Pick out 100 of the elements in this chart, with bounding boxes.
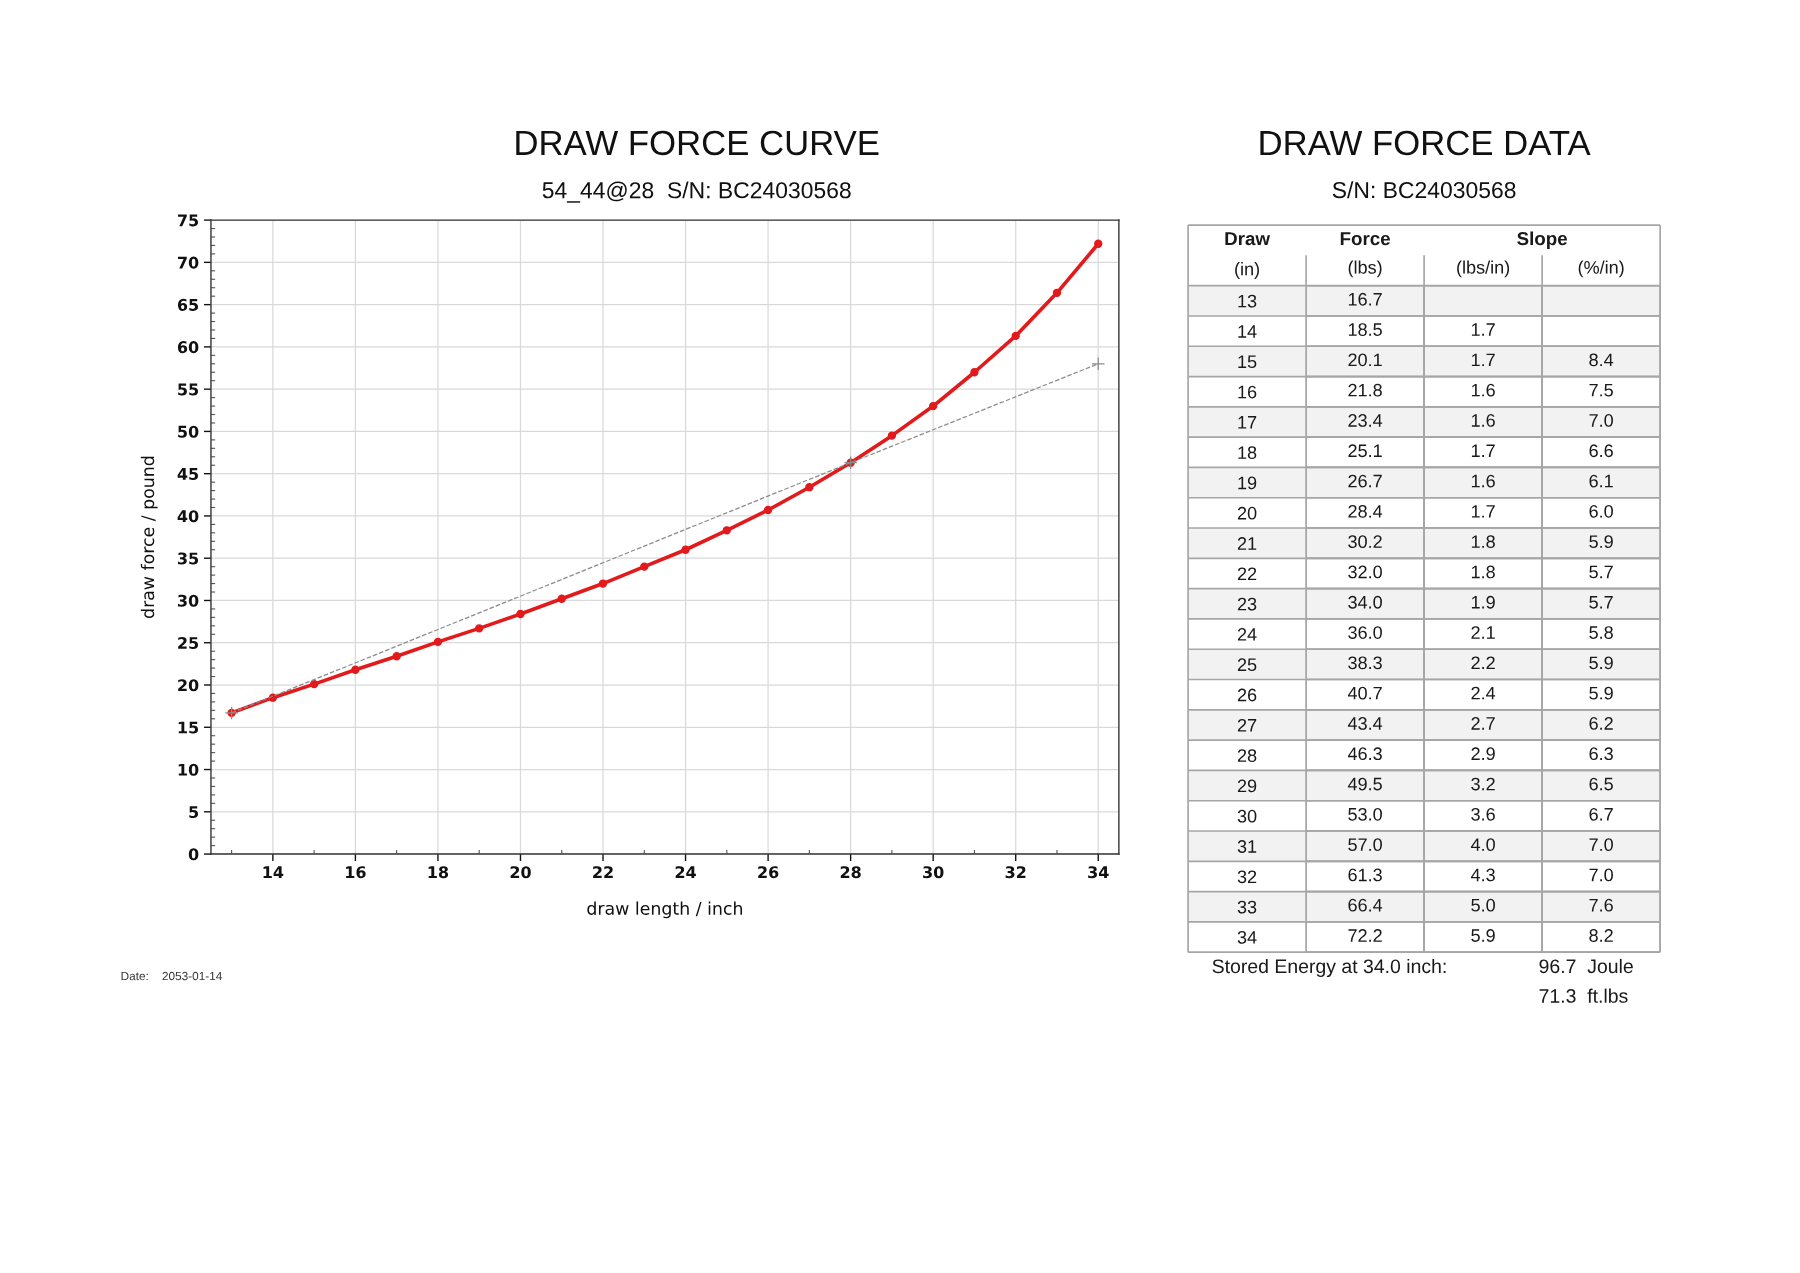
data-label: 4.3 — [1470, 868, 1495, 882]
data-label: 38.3 — [1348, 656, 1382, 670]
y-tick-label: 15 — [1238, 355, 1257, 369]
y-tick-label: 14 — [1238, 325, 1257, 338]
data-label: 46.3 — [1347, 747, 1382, 761]
x-tick-label: 32 — [1005, 866, 1026, 879]
data-label: 4.0 — [1470, 838, 1495, 852]
data-label: 5.9 — [1589, 686, 1613, 700]
data-label: 18.5 — [1348, 323, 1382, 336]
data-label: 6.7 — [1589, 807, 1613, 821]
chart-title: DRAW FORCE CURVE — [516, 130, 879, 156]
data-label: 2.1 — [1471, 626, 1495, 639]
y-tick-label: 35 — [178, 552, 199, 565]
data-label: 5.8 — [1589, 626, 1613, 639]
data-label: 6.3 — [1589, 747, 1613, 761]
y-axis-title: draw force / pound — [140, 456, 158, 619]
data-label: 1.7 — [1471, 353, 1495, 367]
chart-subtitle: 54_44@28 S/N: BC24030568 — [542, 181, 851, 203]
x-tick-label: (%/in) — [1578, 260, 1624, 278]
data-label: 3.2 — [1471, 777, 1495, 791]
text: 71.3 ft.lbs — [1539, 988, 1628, 1003]
x-tick-label: (lbs) — [1348, 260, 1382, 278]
y-tick-label: 16 — [1238, 385, 1257, 399]
data-label: 1.8 — [1471, 535, 1495, 549]
x-tick-label: (lbs/in) — [1457, 260, 1510, 278]
data-label: 5.7 — [1589, 596, 1613, 609]
y-tick-label: 50 — [178, 425, 199, 438]
data-label: 5.0 — [1471, 898, 1495, 912]
data-label: 5.9 — [1589, 535, 1613, 549]
data-label: 66.4 — [1348, 898, 1383, 912]
y-tick-label: 19 — [1238, 476, 1257, 490]
y-tick-label: 25 — [1237, 658, 1257, 672]
text: Draw — [1225, 232, 1271, 246]
y-tick-label: 30 — [1237, 809, 1257, 823]
x-tick-label: 20 — [510, 866, 531, 879]
data-label: 7.0 — [1589, 838, 1613, 852]
x-tick-label: 18 — [428, 866, 449, 879]
y-tick-label: 65 — [177, 298, 199, 311]
data-label: 32.0 — [1348, 565, 1382, 579]
data-label: 25.1 — [1348, 444, 1382, 458]
data-label: 49.5 — [1347, 777, 1382, 791]
y-tick-label: 60 — [177, 341, 199, 354]
x-tick-label: 22 — [593, 866, 613, 878]
data-label: 2.4 — [1471, 686, 1496, 700]
y-tick-label: 45 — [177, 468, 199, 480]
y-tick-label: 15 — [178, 721, 199, 734]
data-label: 28.4 — [1348, 504, 1383, 518]
y-tick-label: 30 — [178, 594, 199, 607]
data-label: 34.0 — [1348, 595, 1382, 609]
text: 96.7 Joule — [1539, 958, 1633, 974]
x-tick-label: 30 — [923, 866, 944, 879]
y-tick-label: 23 — [1237, 597, 1257, 611]
y-tick-label: 22 — [1237, 567, 1257, 581]
y-tick-label: 29 — [1237, 779, 1257, 793]
data-label: 26.7 — [1348, 474, 1382, 488]
x-axis-title: draw length / inch — [587, 901, 743, 919]
data-label: 1.7 — [1471, 444, 1495, 457]
x-tick-label: 28 — [840, 866, 861, 879]
data-label: 6.0 — [1589, 504, 1613, 518]
y-tick-label: 40 — [177, 510, 199, 523]
x-tick-label: 16 — [346, 866, 366, 879]
chart-subtitle: S/N: BC24030568 — [1332, 181, 1516, 199]
y-tick-label: 34 — [1237, 930, 1257, 944]
x-tick-label: 24 — [675, 866, 696, 878]
text: Stored Energy at 34.0 inch: — [1212, 958, 1446, 978]
text: Slope — [1517, 231, 1568, 249]
data-label: 43.4 — [1347, 717, 1383, 730]
y-tick-label: 75 — [178, 214, 199, 227]
y-tick-label: 55 — [178, 383, 199, 396]
chart-title: DRAW FORCE DATA — [1260, 130, 1591, 156]
data-label: 2.9 — [1471, 747, 1495, 761]
data-label: 7.5 — [1589, 383, 1613, 397]
data-label: 1.8 — [1471, 565, 1495, 579]
data-label: 6.5 — [1589, 777, 1613, 791]
data-label: 2.2 — [1471, 656, 1495, 670]
data-label: 1.7 — [1471, 505, 1495, 518]
data-label: 1.6 — [1471, 474, 1495, 488]
data-label: 1.9 — [1471, 595, 1495, 609]
data-label: 1.6 — [1471, 414, 1495, 427]
data-label: 1.6 — [1471, 383, 1495, 397]
y-tick-label: 18 — [1238, 446, 1257, 460]
y-tick-label: 5 — [189, 806, 199, 819]
data-label: 1.7 — [1471, 323, 1495, 336]
y-tick-label: 28 — [1237, 749, 1257, 762]
y-tick-label: 13 — [1238, 294, 1257, 308]
y-tick-label: 27 — [1237, 718, 1257, 732]
y-tick-label: 20 — [178, 679, 199, 692]
text: (in) — [1235, 262, 1259, 279]
data-label: 5.9 — [1589, 656, 1613, 670]
data-label: 6.6 — [1589, 444, 1613, 458]
data-label: 5.7 — [1589, 565, 1613, 579]
data-label: 30.2 — [1348, 535, 1382, 549]
y-tick-label: 31 — [1237, 840, 1257, 853]
data-label: 7.6 — [1589, 898, 1613, 912]
data-label: 7.0 — [1589, 414, 1613, 427]
y-tick-label: 24 — [1237, 628, 1257, 641]
data-label: 23.4 — [1348, 414, 1383, 427]
data-label: 57.0 — [1348, 838, 1382, 852]
data-label: 53.0 — [1348, 807, 1382, 821]
data-label: 21.8 — [1348, 383, 1382, 397]
